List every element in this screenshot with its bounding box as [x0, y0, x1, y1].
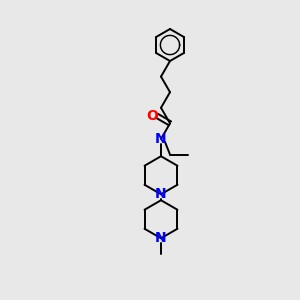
Text: N: N [155, 231, 167, 245]
Text: N: N [155, 132, 167, 146]
Text: N: N [155, 187, 167, 201]
Text: O: O [146, 109, 158, 123]
